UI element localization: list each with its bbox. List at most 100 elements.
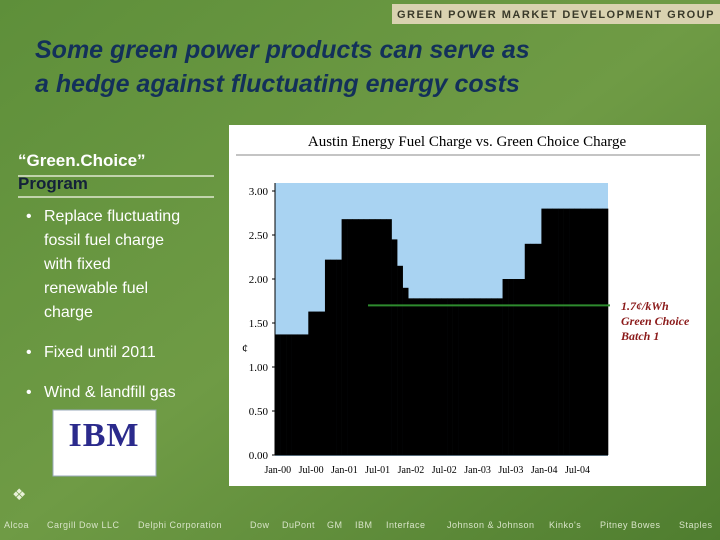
y-tick-label: 0.00 — [249, 450, 269, 462]
bar — [358, 219, 365, 455]
bar — [319, 311, 326, 455]
bar — [380, 219, 387, 455]
reference-label: Batch 1 — [620, 329, 659, 343]
bullet-text: fossil fuel charge — [44, 232, 164, 249]
x-tick-label: Jul-01 — [365, 465, 390, 476]
bar — [463, 298, 470, 455]
footer-company: Kinko's — [549, 520, 581, 530]
x-tick-label: Jan-02 — [398, 465, 425, 476]
bar — [596, 208, 603, 455]
bullet-text: charge — [44, 304, 93, 321]
bar — [580, 208, 587, 455]
bar — [391, 239, 398, 455]
bar — [497, 298, 503, 455]
bar — [402, 287, 409, 455]
bar — [458, 298, 464, 455]
bullet-text: Fixed until 2011 — [44, 344, 156, 361]
footer-company: Staples — [679, 520, 713, 530]
bar — [397, 265, 403, 455]
bar — [508, 279, 514, 455]
bar — [474, 298, 481, 455]
sidebar-heading: “Green.Choice” — [18, 151, 146, 170]
logo-box — [52, 409, 157, 477]
bar — [519, 279, 526, 455]
bar — [585, 208, 592, 455]
bar — [297, 334, 304, 455]
footer-company: Alcoa — [4, 520, 29, 530]
bar — [541, 208, 548, 455]
reference-label: Green Choice — [621, 314, 690, 328]
footer-company: IBM — [355, 520, 373, 530]
bullet-text: Wind & landfill gas — [44, 384, 176, 401]
bar — [280, 334, 287, 455]
bar — [441, 298, 448, 455]
footer-company: DuPont — [282, 520, 315, 530]
bar — [558, 208, 564, 455]
bar — [602, 208, 609, 455]
bar — [424, 298, 431, 455]
bar — [502, 279, 509, 455]
footer-company: Delphi Corporation — [138, 520, 222, 530]
logo-mark: ❖ — [12, 487, 26, 504]
bullet-dot: • — [26, 384, 32, 401]
bar — [374, 219, 381, 455]
footer-company: Johnson & Johnson — [447, 520, 535, 530]
y-tick-label: 1.00 — [249, 362, 269, 374]
bar — [419, 298, 426, 455]
bullet-dot: • — [26, 344, 32, 361]
footer-company: Pitney Bowes — [600, 520, 661, 530]
banner-box — [392, 4, 720, 24]
y-axis-label: ¢ — [242, 341, 248, 355]
sidebar-subheading: Program — [18, 174, 88, 193]
footer-company: GM — [327, 520, 343, 530]
y-tick-label: 2.00 — [249, 274, 269, 286]
x-tick-label: Jul-02 — [432, 465, 457, 476]
bar — [524, 243, 531, 455]
bar — [591, 208, 598, 455]
bar — [546, 208, 553, 455]
bar — [363, 219, 370, 455]
bar — [530, 243, 537, 455]
bullet-dot: • — [26, 208, 32, 225]
bar — [513, 279, 520, 455]
bar — [574, 208, 581, 455]
banner: GREEN POWER MARKET DEVELOPMENT GROUP — [397, 9, 715, 21]
bar — [569, 208, 575, 455]
x-tick-label: Jul-00 — [299, 465, 324, 476]
bar — [308, 311, 315, 455]
bullet-text: Replace fluctuating — [44, 208, 180, 225]
y-tick-label: 1.50 — [249, 318, 269, 330]
bar — [336, 259, 342, 455]
x-tick-label: Jan-00 — [264, 465, 291, 476]
bar — [485, 298, 492, 455]
bar — [347, 219, 353, 455]
bar — [430, 298, 437, 455]
x-tick-label: Jul-04 — [565, 465, 590, 476]
bar — [313, 311, 320, 455]
bar — [452, 298, 459, 455]
bar — [291, 334, 298, 455]
bar — [552, 208, 559, 455]
footer-company: Cargill Dow LLC — [47, 520, 120, 530]
bar — [408, 298, 415, 455]
x-tick-label: Jan-01 — [331, 465, 358, 476]
bar — [352, 219, 359, 455]
bar — [302, 334, 309, 455]
bar — [330, 259, 337, 455]
bar — [480, 298, 487, 455]
title-line: Some green power products can serve as — [35, 36, 530, 64]
bar — [369, 219, 376, 455]
title-line: a hedge against fluctuating energy costs — [35, 70, 520, 98]
y-tick-label: 3.00 — [249, 186, 269, 198]
bar — [447, 298, 453, 455]
bar — [563, 208, 570, 455]
bar — [491, 298, 498, 455]
footer-company: Interface — [386, 520, 426, 530]
logo: IBM — [69, 417, 140, 454]
bar — [386, 219, 392, 455]
bar — [469, 298, 476, 455]
bar — [286, 334, 292, 455]
bar — [435, 298, 442, 455]
chart-title: Austin Energy Fuel Charge vs. Green Choi… — [308, 134, 627, 150]
